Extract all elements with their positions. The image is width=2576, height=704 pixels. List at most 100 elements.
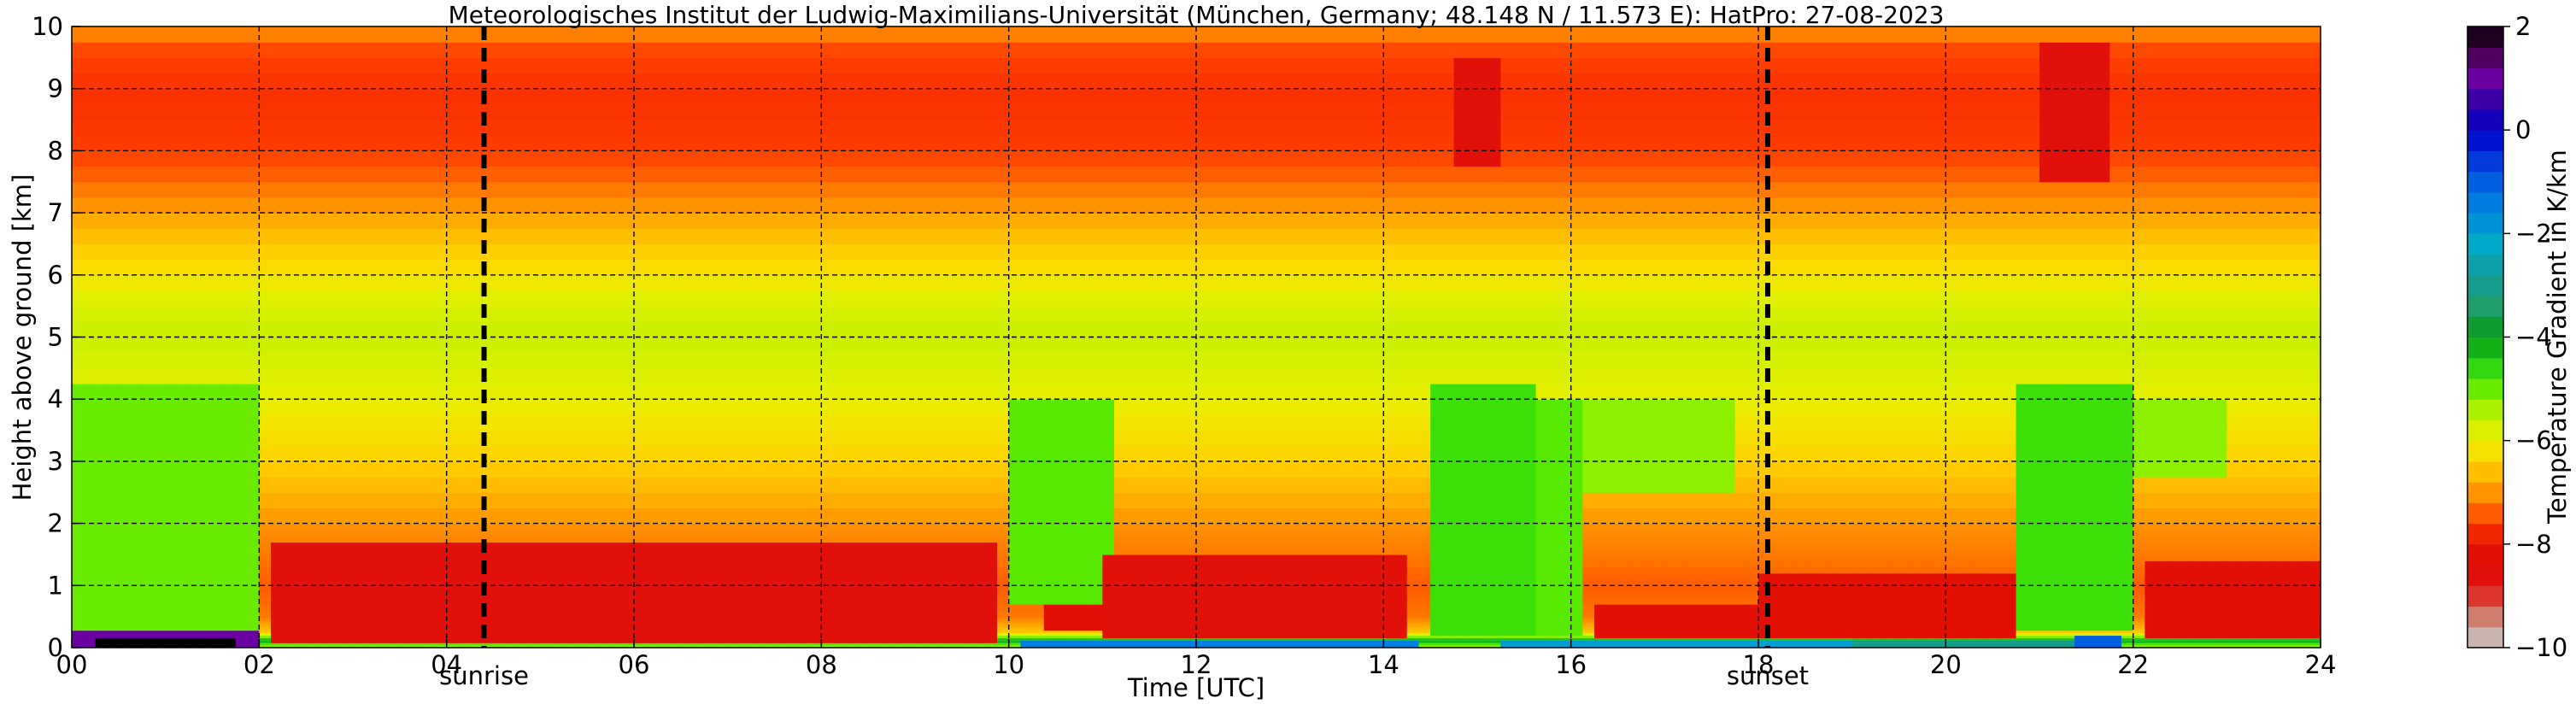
heatmap-cell xyxy=(1008,618,1021,621)
heatmap-cell xyxy=(938,548,951,555)
heatmap-cell xyxy=(271,430,284,447)
heatmap-cell xyxy=(879,579,893,586)
heatmap-cell xyxy=(353,616,366,619)
heatmap-cell xyxy=(470,572,483,580)
heatmap-cell xyxy=(493,321,506,338)
heatmap-cell xyxy=(446,591,459,599)
heatmap-cell xyxy=(317,88,331,105)
heatmap-cell xyxy=(411,625,424,629)
heatmap-cell xyxy=(575,585,588,593)
heatmap-cell xyxy=(1008,630,1021,634)
heatmap-cell xyxy=(762,507,776,525)
heatmap-cell xyxy=(704,622,717,626)
heatmap-cell xyxy=(411,523,424,531)
heatmap-cell xyxy=(575,384,588,400)
heatmap-cell xyxy=(692,542,705,549)
heatmap-cell xyxy=(505,542,518,549)
heatmap-cell xyxy=(224,507,237,525)
heatmap-cell xyxy=(399,243,413,261)
heatmap-cell xyxy=(598,181,612,198)
heatmap-cell xyxy=(868,321,881,338)
heatmap-cell xyxy=(458,640,471,643)
heatmap-cell xyxy=(516,88,530,105)
heatmap-cell xyxy=(212,57,225,74)
heatmap-cell xyxy=(107,352,120,369)
heatmap-cell xyxy=(540,367,553,384)
heatmap-cell xyxy=(353,604,366,611)
heatmap-cell xyxy=(704,645,717,648)
heatmap-cell xyxy=(282,150,296,167)
heatmap-cell xyxy=(130,213,143,229)
heatmap-cell xyxy=(950,625,963,629)
heatmap-cell xyxy=(470,529,483,537)
heatmap-cell xyxy=(353,627,366,631)
heatmap-cell xyxy=(938,414,951,431)
heatmap-cell xyxy=(142,579,155,586)
heatmap-cell xyxy=(762,630,776,634)
heatmap-cell xyxy=(657,591,670,599)
heatmap-cell xyxy=(1032,181,1045,198)
heatmap-cell xyxy=(130,640,143,643)
heatmap-cell xyxy=(950,135,963,151)
heatmap-cell xyxy=(317,290,331,307)
heatmap-cell xyxy=(1020,399,1033,415)
heatmap-cell xyxy=(762,632,776,637)
heatmap-cell xyxy=(458,542,471,549)
heatmap-cell xyxy=(692,181,705,198)
heatmap-cell xyxy=(107,321,120,338)
heatmap-cell xyxy=(833,585,846,593)
heatmap-cell xyxy=(985,632,998,637)
heatmap-cell xyxy=(657,627,670,631)
heatmap-cell xyxy=(552,597,565,605)
heatmap-cell xyxy=(809,430,822,447)
heatmap-cell xyxy=(598,554,612,561)
heatmap-cell xyxy=(95,259,108,276)
heatmap-cell xyxy=(329,399,342,415)
heatmap-cell xyxy=(985,616,998,619)
heatmap-cell xyxy=(903,352,916,369)
heatmap-cell xyxy=(470,579,483,586)
heatmap-cell xyxy=(282,622,296,626)
heatmap-cell xyxy=(868,622,881,626)
heatmap-cell xyxy=(72,637,85,641)
heatmap-cell xyxy=(118,88,132,105)
heatmap-cell xyxy=(786,548,799,555)
heatmap-cell xyxy=(739,523,752,531)
heatmap-cell xyxy=(657,461,670,478)
heatmap-cell xyxy=(833,103,846,120)
heatmap-cell xyxy=(212,26,225,43)
heatmap-cell xyxy=(376,542,389,549)
heatmap-cell xyxy=(575,259,588,276)
heatmap-cell xyxy=(669,523,682,531)
heatmap-cell xyxy=(259,88,272,105)
heatmap-cell xyxy=(388,352,401,369)
heatmap-cell xyxy=(762,181,776,198)
heatmap-cell xyxy=(751,290,764,307)
heatmap-cell xyxy=(153,57,167,74)
heatmap-cell xyxy=(189,554,202,561)
heatmap-cell xyxy=(235,477,249,493)
heatmap-cell xyxy=(306,536,319,543)
heatmap-cell xyxy=(879,572,893,580)
heatmap-cell xyxy=(680,492,694,509)
heatmap-cell xyxy=(212,367,225,384)
heatmap-cell xyxy=(552,150,565,167)
heatmap-cell xyxy=(224,645,237,648)
heatmap-cell xyxy=(83,642,97,646)
heatmap-cell xyxy=(200,445,214,462)
heatmap-cell xyxy=(1020,243,1033,261)
heatmap-cell xyxy=(294,572,307,580)
heatmap-cell xyxy=(364,88,378,105)
heatmap-cell xyxy=(271,213,284,229)
heatmap-cell xyxy=(306,259,319,276)
heatmap-cell xyxy=(72,632,85,637)
heatmap-cell xyxy=(83,337,97,354)
heatmap-cell xyxy=(212,597,225,605)
heatmap-cell xyxy=(1043,637,1057,641)
heatmap-cell xyxy=(317,150,331,167)
heatmap-cell xyxy=(118,352,132,369)
heatmap-cell xyxy=(657,259,670,276)
heatmap-cell xyxy=(247,321,260,338)
heatmap-cell xyxy=(540,591,553,599)
heatmap-cell xyxy=(177,445,190,462)
